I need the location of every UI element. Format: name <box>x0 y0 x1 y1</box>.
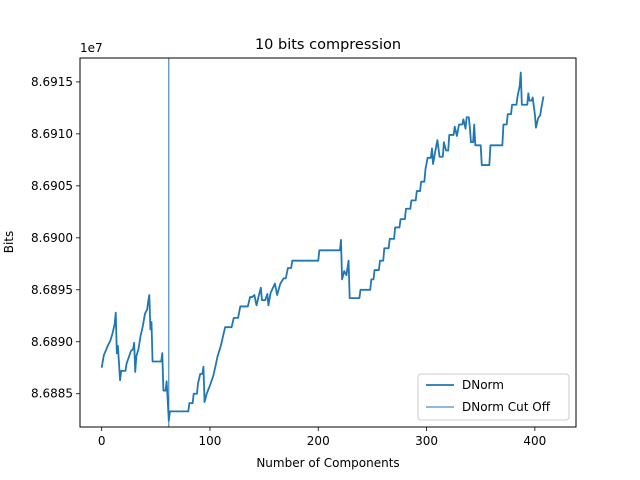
y-tick-label: 8.6900 <box>31 231 73 245</box>
y-axis-label: Bits <box>2 231 16 254</box>
y-tick-label: 8.6915 <box>31 75 73 89</box>
y-axis-offset-label: 1e7 <box>80 41 103 55</box>
x-tick-label: 200 <box>307 434 330 448</box>
x-tick-label: 0 <box>98 434 106 448</box>
x-axis-label: Number of Components <box>256 456 399 470</box>
y-tick-label: 8.6910 <box>31 127 73 141</box>
y-tick-label: 8.6885 <box>31 387 73 401</box>
plot-frame <box>79 57 577 428</box>
legend: DNorm DNorm Cut Off <box>417 373 570 421</box>
y-tick-label: 8.6890 <box>31 335 73 349</box>
x-tick-label: 400 <box>523 434 546 448</box>
x-tick-label: 300 <box>415 434 438 448</box>
legend-label-dnorm: DNorm <box>462 378 504 392</box>
legend-box <box>417 373 570 421</box>
chart-title: 10 bits compression <box>255 37 401 53</box>
y-tick-label: 8.6895 <box>31 283 73 297</box>
y-tick-label: 8.6905 <box>31 179 73 193</box>
series-line-dnorm <box>100 71 545 422</box>
legend-label-dnorm-cut-off: DNorm Cut Off <box>462 400 551 414</box>
x-tick-label: 100 <box>199 434 222 448</box>
